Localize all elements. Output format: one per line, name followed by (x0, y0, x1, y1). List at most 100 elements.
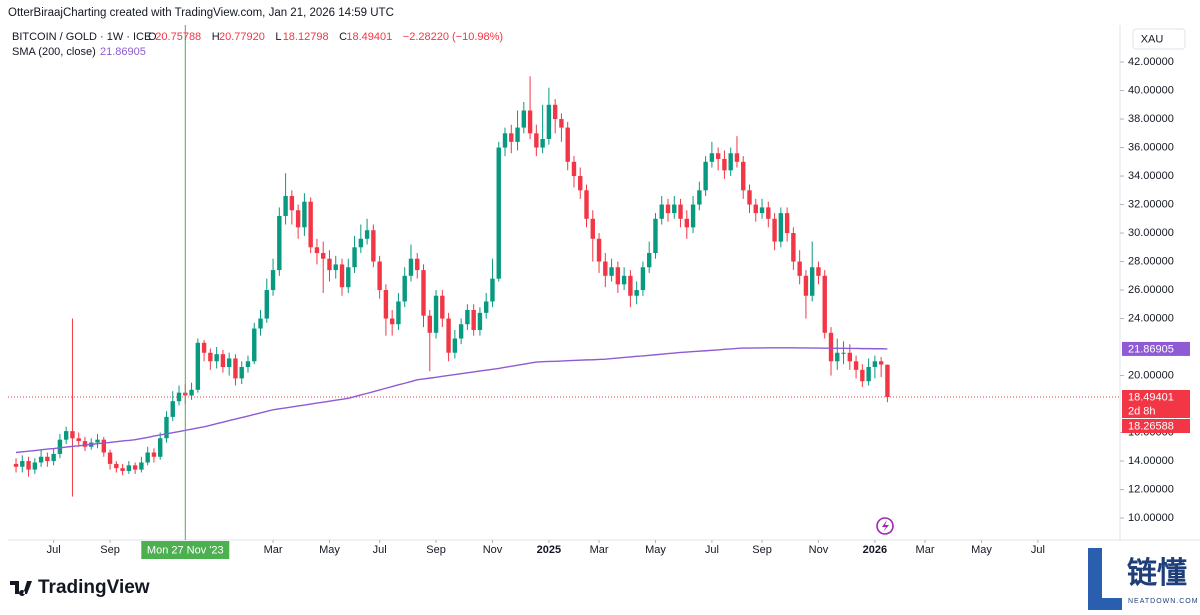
candle-body (95, 439, 100, 443)
candle-body (82, 441, 88, 447)
watermark: 链懂 NEATDOWN.COM (1088, 548, 1199, 610)
candle-body (753, 204, 758, 214)
price-label: 18.26588 (1128, 420, 1174, 432)
x-tick-label: Mar (590, 544, 609, 556)
y-tick-label: 12.00000 (1128, 483, 1174, 495)
candle-body (465, 310, 470, 325)
candle-body (866, 367, 871, 382)
candle-body (358, 238, 364, 248)
candle-body (546, 104, 552, 140)
candle-body (853, 361, 859, 370)
candle-body (653, 218, 658, 254)
candle-body (139, 462, 144, 470)
y-tick-label: 24.00000 (1128, 312, 1174, 324)
candle-body (878, 361, 884, 365)
price-label-box (1122, 341, 1190, 356)
candle-body (76, 438, 81, 442)
candle-body (239, 367, 244, 379)
candle-body (715, 153, 721, 159)
legend-key: H (212, 31, 220, 43)
legend-value: 18.12798 (283, 31, 329, 43)
legend-value: 18.49401 (346, 31, 392, 43)
y-tick-label: 34.00000 (1128, 170, 1174, 182)
candle-body (615, 267, 621, 285)
y-tick-label: 36.00000 (1128, 141, 1174, 153)
candle-body (540, 139, 545, 148)
candle-body (659, 204, 664, 219)
candle-body (402, 275, 407, 302)
candle-body (502, 133, 508, 148)
candle-body (596, 238, 602, 262)
candle-body (32, 462, 38, 470)
candle-body (872, 361, 878, 368)
candle-body (302, 201, 307, 228)
currency-box[interactable] (1132, 28, 1186, 50)
header: OtterBiraajCharting created with Trading… (8, 7, 394, 19)
candle-body (847, 352, 853, 362)
currency: XAU (1141, 33, 1164, 45)
legend-key: L (275, 31, 281, 43)
x-tick-label: Nov (809, 544, 829, 556)
candle-body (784, 213, 790, 234)
candle-body (722, 158, 727, 171)
candle-body (377, 261, 382, 291)
candle-body (741, 161, 746, 191)
candle-body (408, 258, 414, 276)
candle-body (63, 431, 69, 440)
plot-area (8, 76, 1120, 497)
candle-body (283, 196, 288, 216)
candle-body (57, 439, 63, 454)
candle-body (772, 218, 777, 242)
candle-body (389, 318, 395, 325)
candle-body (13, 463, 19, 467)
x-tick-label: 2026 (863, 544, 887, 556)
candle-body (640, 267, 646, 291)
price-label: 18.49401 (1128, 391, 1174, 403)
candle-body (201, 342, 207, 353)
candle-body (433, 295, 439, 333)
y-tick-label: 30.00000 (1128, 227, 1174, 239)
candle-body (164, 416, 169, 439)
legend-sma-value: 21.86905 (100, 46, 146, 58)
candle-body (515, 127, 520, 142)
candle-body (446, 318, 451, 353)
legend-change: −2.28220 (−10.98%) (403, 31, 503, 43)
legend-key: C (339, 31, 347, 43)
y-tick-label: 28.00000 (1128, 255, 1174, 267)
watermark-sub: NEATDOWN.COM (1128, 598, 1199, 605)
candle-body (38, 456, 44, 463)
candle-body (860, 369, 865, 382)
y-tick-label: 42.00000 (1128, 56, 1174, 68)
y-tick-label: 14.00000 (1128, 455, 1174, 467)
x-tick-label: Nov (483, 544, 503, 556)
candle-body (527, 110, 533, 134)
candle-body (352, 247, 357, 268)
logo-mark (10, 581, 32, 596)
candle-body (189, 389, 194, 396)
candle-body (490, 278, 495, 302)
candle-body (383, 290, 389, 319)
x-tick-label: Jul (1031, 544, 1045, 556)
candle-body (126, 465, 132, 472)
candle-body (20, 461, 25, 467)
x-tick-label: Sep (752, 544, 772, 556)
candle-body (158, 438, 163, 457)
candle-body (45, 456, 50, 462)
candle-body (170, 401, 175, 417)
crosshair-label: Mon 27 Nov '23 (147, 544, 224, 556)
candle-body (145, 452, 150, 463)
y-tick-label: 32.00000 (1128, 198, 1174, 210)
lightning-icon[interactable] (876, 517, 894, 535)
crosshair-label-box (141, 541, 230, 559)
icon-ring (876, 517, 894, 535)
candle-body (51, 453, 56, 462)
candle-body (628, 275, 633, 296)
x-tick-label: May (319, 544, 340, 556)
candle-body (458, 324, 464, 339)
candle-body (270, 270, 276, 291)
candle-body (214, 354, 219, 362)
candle-body (822, 275, 827, 333)
y-tick-label: 38.00000 (1128, 113, 1174, 125)
